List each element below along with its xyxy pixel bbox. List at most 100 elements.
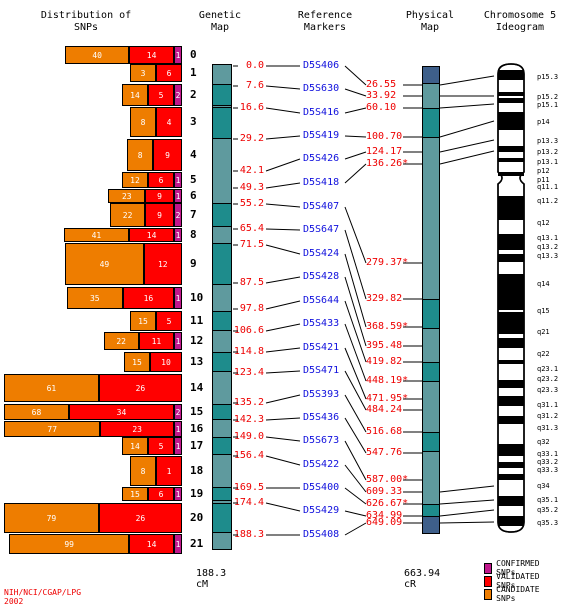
pm-to-ideogram-line [439, 103, 495, 109]
pm-to-ideogram-line [439, 120, 495, 138]
pm-to-ideogram-line [439, 485, 495, 493]
marker-name[interactable]: D5S436 [303, 412, 340, 423]
pm-to-ideogram-line [439, 509, 495, 517]
genetic-position: 97.8 [239, 303, 264, 314]
band-label: q15 [537, 307, 550, 315]
genetic-position: 0.0 [245, 60, 264, 71]
band-label: q11.1 [537, 183, 559, 191]
ideogram-band [498, 92, 524, 96]
validated-snp-bar: 6 [148, 487, 174, 501]
marker-name[interactable]: D5S418 [303, 177, 340, 188]
confirmed-snp-bar: 1 [174, 287, 182, 309]
validated-count: 14 [146, 539, 157, 549]
marker-name[interactable]: D5S416 [303, 107, 340, 118]
marker-name[interactable]: D5S647 [303, 224, 340, 235]
band-label: q21 [537, 328, 550, 336]
marker-name[interactable]: D5S630 [303, 83, 340, 94]
band-label: q35.2 [537, 506, 559, 514]
candidate-count: 12 [130, 175, 140, 185]
ideogram-band [498, 496, 524, 506]
physical-position: 516.68 [366, 426, 403, 437]
physical-position: 33.92 [366, 90, 397, 101]
ideogram-border [497, 63, 525, 533]
genetic-map-segment [212, 404, 232, 420]
ideogram-band [498, 244, 524, 250]
band-label: p11 [537, 176, 550, 184]
validated-count: 6 [158, 175, 164, 185]
bin-number: 7 [190, 208, 197, 221]
confirmed-snp-bar: 1 [174, 46, 182, 64]
marker-name[interactable]: D5S408 [303, 529, 340, 540]
genetic-position: 188.3 [233, 529, 264, 540]
confirmed-count: 1 [175, 50, 181, 60]
marker-name[interactable]: D5S429 [303, 505, 340, 516]
candidate-count: 40 [92, 50, 102, 60]
marker-name[interactable]: D5S673 [303, 435, 340, 446]
genetic-position: 55.2 [239, 198, 264, 209]
genetic-map-segment [212, 503, 232, 533]
confirmed-snp-bar: 1 [174, 228, 182, 242]
candidate-snp-bar: 61 [4, 374, 99, 402]
confirmed-snp-bar: 2 [174, 84, 182, 106]
marker-name[interactable]: D5S471 [303, 365, 340, 376]
physical-position: 100.70 [366, 131, 403, 142]
marker-name[interactable]: D5S419 [303, 130, 340, 141]
physical-position: 329.82 [366, 293, 403, 304]
ideogram-band [498, 516, 524, 526]
legend-item: VALIDATED SNPs [484, 572, 542, 590]
band-label: p13.3 [537, 137, 559, 145]
candidate-snp-bar: 8 [130, 107, 156, 137]
marker-name[interactable]: D5S422 [303, 459, 340, 470]
gm-to-marker-line [265, 228, 301, 231]
marker-name[interactable]: D5S400 [303, 482, 340, 493]
bin-number: 5 [190, 173, 197, 186]
ideogram-band [498, 234, 524, 244]
marker-to-pm-line [344, 300, 367, 363]
physical-map-segment [422, 516, 440, 534]
marker-name[interactable]: D5S428 [303, 271, 340, 282]
ideogram-band [498, 444, 524, 456]
marker-to-pm-line [344, 151, 367, 160]
bin-number: 2 [190, 88, 197, 101]
ideogram-band [498, 172, 524, 176]
gm-to-marker-line [265, 85, 301, 90]
marker-name[interactable]: D5S433 [303, 318, 340, 329]
band-label: q13.2 [537, 243, 559, 251]
bin-number: 17 [190, 439, 204, 452]
genetic-map-segment [212, 243, 232, 285]
bin-number: 16 [190, 422, 204, 435]
candidate-count: 61 [46, 383, 57, 393]
genetic-position: 16.6 [239, 102, 264, 113]
candidate-count: 77 [47, 424, 58, 434]
bin-number: 21 [190, 537, 204, 550]
marker-name[interactable]: D5S421 [303, 342, 340, 353]
legend-label: CONFIRMED SNPs [496, 559, 540, 577]
band-label: q14 [537, 280, 550, 288]
band-label: q12 [537, 219, 550, 227]
candidate-snp-bar: 14 [122, 84, 148, 106]
candidate-count: 23 [121, 191, 132, 201]
marker-name[interactable]: D5S424 [303, 248, 340, 259]
candidate-count: 99 [64, 539, 74, 549]
validated-snp-bar: 4 [156, 107, 182, 137]
band-label: q31.2 [537, 412, 559, 420]
marker-name[interactable]: D5S426 [303, 153, 340, 164]
validated-count: 14 [146, 230, 157, 240]
bin-number: 11 [190, 314, 204, 327]
marker-to-pm-line [344, 276, 367, 347]
physical-position: 136.26* [366, 158, 409, 169]
marker-to-pm-line [344, 464, 367, 493]
band-label: q23.3 [537, 386, 559, 394]
candidate-snp-bar: 22 [110, 203, 146, 227]
physical-position: 626.67* [366, 498, 409, 509]
ideogram-header: Chromosome 5 Ideogram [483, 10, 557, 33]
marker-name[interactable]: D5S406 [303, 60, 340, 71]
marker-name[interactable]: D5S393 [303, 389, 340, 400]
marker-name[interactable]: D5S407 [303, 201, 340, 212]
marker-name[interactable]: D5S644 [303, 295, 340, 306]
band-label: p15.1 [537, 101, 559, 109]
candidate-snp-bar: 12 [122, 172, 148, 188]
candidate-count: 15 [138, 316, 148, 326]
validated-snp-bar: 11 [138, 332, 174, 350]
validated-count: 9 [165, 150, 170, 160]
